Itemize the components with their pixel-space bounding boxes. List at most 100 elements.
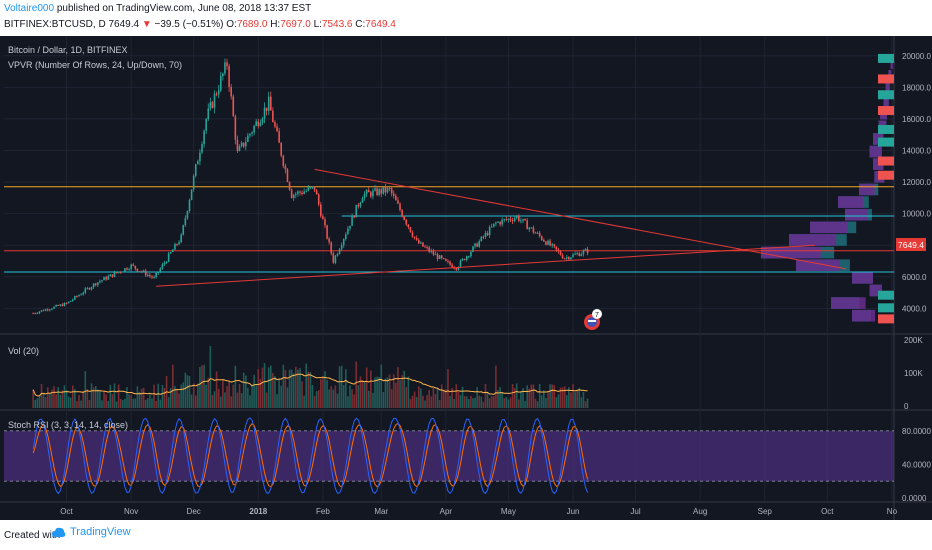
candle-body xyxy=(490,226,493,228)
candle-body xyxy=(157,272,160,274)
candle-body xyxy=(251,132,253,134)
candle-body xyxy=(538,232,541,237)
candle-body xyxy=(174,243,176,250)
candle-body xyxy=(432,250,435,255)
vpvr-bar-down xyxy=(789,234,837,246)
author-link[interactable]: Voltaire000 xyxy=(4,3,55,14)
volume-bar xyxy=(155,401,157,408)
volume-bar xyxy=(515,383,518,408)
volume-bar xyxy=(568,387,570,408)
candle-body xyxy=(401,210,403,217)
volume-bar xyxy=(382,391,385,408)
volume-bar xyxy=(251,384,253,408)
volume-bar xyxy=(203,364,205,408)
candle-body xyxy=(105,277,107,280)
volume-bar xyxy=(451,387,453,408)
volume-bar xyxy=(484,384,487,408)
last-price-tag: 7649.4 xyxy=(896,238,926,251)
volume-bar xyxy=(503,398,506,408)
chart-svg[interactable]: 20000.0 18000.0 16000.0 14000.0 12000.0 10000… xyxy=(0,36,932,520)
volume-bar xyxy=(267,367,270,408)
volume-bar xyxy=(147,398,149,408)
candle-body xyxy=(570,257,572,260)
candle-body xyxy=(144,270,147,276)
volume-bar xyxy=(449,396,451,408)
volume-bar xyxy=(161,384,164,408)
last-price: 7649.4 xyxy=(108,19,140,30)
volume-bar xyxy=(326,379,328,408)
tradingview-cloud-icon xyxy=(52,527,66,537)
volume-bar xyxy=(261,367,264,408)
volume-bar xyxy=(342,384,345,408)
candle-body xyxy=(136,268,139,272)
volume-bar xyxy=(38,395,41,408)
change-value: −39.5 (−0.51%) xyxy=(154,19,224,30)
volume-bar xyxy=(447,369,449,408)
candle-body xyxy=(399,203,401,211)
candle-body xyxy=(215,93,218,95)
volume-bar xyxy=(144,399,147,408)
candle-body xyxy=(438,255,441,259)
volume-bar xyxy=(513,388,516,408)
candle-body xyxy=(53,306,55,309)
candle-body xyxy=(49,309,51,311)
candle-body xyxy=(370,192,372,197)
candle-body xyxy=(282,155,285,166)
candle-body xyxy=(424,246,426,248)
candle-body xyxy=(46,309,49,311)
tradingview-logo[interactable]: TradingView xyxy=(52,526,131,538)
rsi-label: Stoch RSI (3, 3, 14, 14, close) xyxy=(8,420,128,430)
rsi-tick-label: 0.0000 xyxy=(902,494,927,503)
volume-bar xyxy=(390,389,393,408)
candle-body xyxy=(103,277,105,281)
candle-body xyxy=(165,261,168,263)
candle-body xyxy=(147,274,149,276)
volume-bar xyxy=(497,390,499,408)
candle-body xyxy=(238,146,241,151)
volume-bar xyxy=(167,397,170,408)
volume-bar xyxy=(276,394,278,408)
news-flag-icon[interactable]: 7 xyxy=(584,309,602,330)
candle-body xyxy=(380,189,383,194)
candle-body xyxy=(111,274,114,277)
candle-body xyxy=(347,228,349,235)
candle-body xyxy=(326,225,328,239)
volume-bar xyxy=(453,398,456,408)
volume-bar xyxy=(213,391,216,408)
candle-body xyxy=(553,244,556,247)
candle-body xyxy=(249,133,251,136)
candle-body xyxy=(353,215,355,218)
volume-bar xyxy=(49,393,51,408)
candle-body xyxy=(313,186,316,191)
volume-bar xyxy=(46,387,49,408)
candle-body xyxy=(413,236,416,238)
candle-body xyxy=(244,141,247,147)
volume-bar xyxy=(534,398,537,408)
volume-bar xyxy=(530,384,533,408)
volume-bar xyxy=(217,389,220,408)
volume-bar xyxy=(372,392,374,408)
candle-body xyxy=(263,107,266,119)
volume-bar xyxy=(380,364,383,408)
chart-area[interactable]: 20000.0 18000.0 16000.0 14000.0 12000.0 10000… xyxy=(0,36,932,520)
candle-body xyxy=(578,253,581,257)
volume-bar xyxy=(163,387,166,408)
volume-bar xyxy=(238,383,241,408)
candle-body xyxy=(297,191,299,194)
volume-bar xyxy=(159,399,162,408)
volume-bar xyxy=(338,366,341,408)
volume-bar xyxy=(140,388,143,408)
volume-bar xyxy=(345,369,347,408)
candle-body xyxy=(545,241,547,245)
vpvr-bar-down xyxy=(885,82,890,95)
candle-body xyxy=(376,188,378,195)
volume-bar xyxy=(365,367,368,408)
volume-bar xyxy=(580,397,583,408)
candle-body xyxy=(543,239,545,242)
volume-bar xyxy=(117,384,120,408)
volume-bar xyxy=(205,384,207,408)
candle-body xyxy=(555,246,558,250)
candle-body xyxy=(568,257,570,260)
candle-body xyxy=(557,249,560,252)
volume-bar xyxy=(428,390,430,408)
